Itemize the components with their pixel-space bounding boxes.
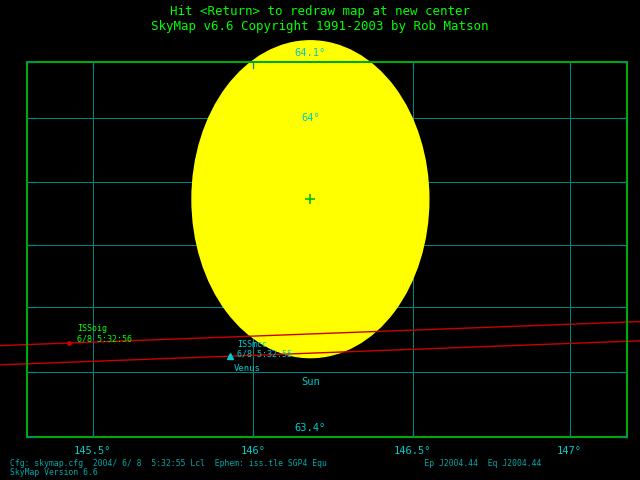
Text: 6/8 5:32:56: 6/8 5:32:56 <box>77 335 132 344</box>
Text: SkyMap Version 6.6: SkyMap Version 6.6 <box>10 468 98 477</box>
Text: 64.1°: 64.1° <box>295 48 326 58</box>
Text: SkyMap v6.6 Copyright 1991-2003 by Rob Matson: SkyMap v6.6 Copyright 1991-2003 by Rob M… <box>151 20 489 33</box>
Ellipse shape <box>192 41 429 358</box>
Text: 145.5°: 145.5° <box>74 446 111 456</box>
Text: ISSmcc: ISSmcc <box>237 340 267 349</box>
Text: Sun: Sun <box>301 377 320 386</box>
Text: 146.5°: 146.5° <box>394 446 431 456</box>
Text: 6/8 5:32:55: 6/8 5:32:55 <box>237 350 292 359</box>
Text: ISSoig: ISSoig <box>77 324 107 333</box>
Text: Venus: Venus <box>234 364 260 373</box>
Text: 64°: 64° <box>301 113 320 122</box>
Bar <box>27 62 627 437</box>
Text: Hit <Return> to redraw map at new center: Hit <Return> to redraw map at new center <box>170 5 470 19</box>
Text: 63.4°: 63.4° <box>295 423 326 433</box>
Text: 146°: 146° <box>240 446 266 456</box>
Text: Cfg: skymap.cfg  2004/ 6/ 8  5:32:55 Lcl  Ephem: iss.tle SGP4 Equ               : Cfg: skymap.cfg 2004/ 6/ 8 5:32:55 Lcl E… <box>10 459 541 468</box>
Text: 147°: 147° <box>557 446 582 456</box>
